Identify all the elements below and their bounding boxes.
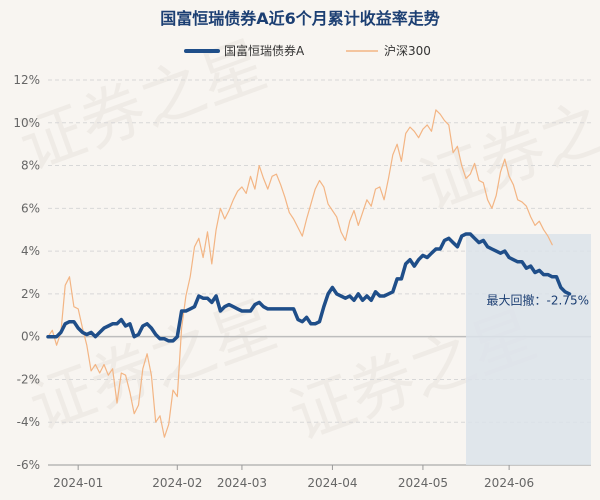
y-tick-label: 10% xyxy=(13,116,40,130)
x-tick-label: 2024-05 xyxy=(398,476,448,490)
x-tick-label: 2024-03 xyxy=(217,476,267,490)
y-tick-label: -2% xyxy=(17,372,40,386)
y-tick-label: 12% xyxy=(13,73,40,87)
y-tick-label: 0% xyxy=(21,330,40,344)
x-axis: 2024-01 2024-02 2024-03 2024-04 2024-05 2024-… xyxy=(48,464,591,490)
x-tick-label: 2024-06 xyxy=(484,476,534,490)
y-tick-label: 2% xyxy=(21,287,40,301)
series xyxy=(46,109,572,438)
y-axis: -6% -4% -2% 0% 2% 4% 6% 8% 10% 12% xyxy=(13,73,40,472)
drawdown-label: 最大回撤：-2.75% xyxy=(487,293,589,308)
y-tick-label: -4% xyxy=(17,415,40,429)
y-tick-label: 8% xyxy=(21,159,40,173)
chart-title: 国富恒瑞债券A近6个月累计收益率走势 xyxy=(160,9,440,28)
watermark-text-4: 证券之星 xyxy=(410,68,600,225)
series-line-fund xyxy=(46,232,572,343)
x-tick-label: 2024-02 xyxy=(152,476,202,490)
drawdown-region: 最大回撤：-2.75% xyxy=(466,234,591,465)
x-tick-label: 2024-04 xyxy=(307,476,357,490)
series-line-index xyxy=(47,109,553,438)
drawdown-shade xyxy=(466,234,591,465)
legend-label-index: 沪深300 xyxy=(384,44,431,58)
legend: 国富恒瑞债券A 沪深300 xyxy=(184,43,431,58)
y-tick-label: 6% xyxy=(21,201,40,215)
x-tick-label: 2024-01 xyxy=(53,476,103,490)
legend-label-fund: 国富恒瑞债券A xyxy=(224,43,305,58)
y-tick-label: 4% xyxy=(21,244,40,258)
y-tick-label: -6% xyxy=(17,458,40,472)
